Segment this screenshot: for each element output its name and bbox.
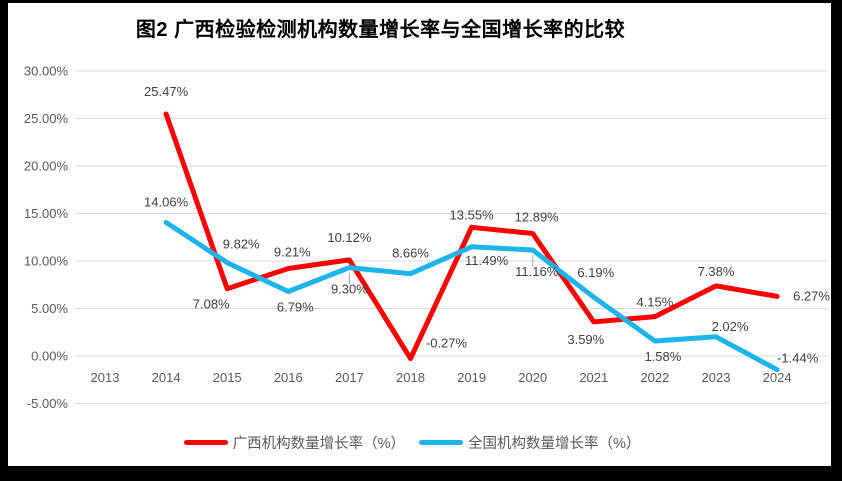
x-tick-label: 2013 (91, 370, 120, 385)
y-tick-label: 10.00% (24, 254, 69, 269)
data-label: 25.47% (144, 84, 189, 99)
series-1: 14.06% 9.82% 6.79% 9.30% 8.66% 11.49% 11.16% 6.… (144, 194, 819, 373)
x-tick-label: 2024 (763, 370, 792, 385)
data-label: 6.79% (277, 299, 314, 314)
series-line-0 (163, 111, 780, 362)
data-label: 12.89% (515, 210, 560, 225)
data-label: 4.15% (636, 295, 673, 310)
data-label: 6.19% (577, 265, 614, 280)
x-tick-label: 2016 (274, 370, 303, 385)
x-tick-label: 2020 (518, 370, 547, 385)
x-tick-label: 2023 (702, 370, 731, 385)
data-label: 14.06% (144, 194, 189, 209)
data-label: -0.27% (426, 336, 468, 351)
y-tick-label: 5.00% (31, 301, 68, 316)
chart-title: 图2 广西检验检测机构数量增长率与全国增长率的比较 (135, 19, 626, 41)
gridlines (75, 70, 828, 404)
y-axis-tick-labels: 30.00% 25.00% 20.00% 15.00% 10.00% 5.00% 0.00%… (24, 64, 69, 412)
series-0: 25.47% 7.08% 9.21% 10.12% -0.27% 13.55% 12.89%… (144, 84, 830, 362)
data-label: 9.30% (331, 282, 368, 297)
data-label: 8.66% (392, 246, 429, 261)
line-chart: 30.00% 25.00% 20.00% 15.00% 10.00% 5.00% 0.00%… (24, 64, 830, 412)
data-label: 1.58% (644, 349, 681, 364)
legend-label-national: 全国机构数量增长率（%） (468, 436, 641, 452)
x-tick-label: 2015 (213, 370, 242, 385)
series-line-1 (163, 219, 780, 373)
data-label: 3.59% (567, 332, 604, 347)
y-tick-label: -5.00% (27, 396, 69, 411)
legend-item-national: 全国机构数量增长率（%） (419, 432, 640, 453)
x-axis-tick-labels: 2013 2014 2015 2016 2017 2018 2019 2020 2021 2022… (91, 370, 792, 385)
data-label: 9.82% (223, 237, 260, 252)
legend-label-guangxi: 广西机构数量增长率（%） (232, 436, 405, 452)
y-tick-label: 25.00% (24, 111, 69, 126)
data-label: 11.16% (515, 264, 559, 279)
x-tick-label: 2014 (152, 370, 181, 385)
guangxi-series-swatch-icon (183, 440, 228, 445)
national-series-swatch-icon (419, 440, 463, 445)
data-label: 2.02% (712, 319, 749, 334)
data-label: 9.21% (274, 245, 311, 260)
y-tick-label: 30.00% (24, 64, 69, 79)
data-label: 7.08% (193, 297, 230, 312)
x-tick-label: 2022 (640, 370, 669, 385)
y-tick-label: 0.00% (31, 349, 68, 364)
data-label: 6.27% (793, 288, 830, 303)
x-tick-label: 2017 (335, 370, 364, 385)
data-label: 11.49% (465, 253, 509, 268)
x-tick-label: 2019 (457, 370, 486, 385)
legend-item-guangxi: 广西机构数量增长率（%） (183, 432, 405, 453)
chart-card: 图2 广西检验检测机构数量增长率与全国增长率的比较 30.00% 25.00% 20… (8, 3, 831, 466)
data-label: 7.38% (698, 264, 735, 279)
data-label: 13.55% (450, 207, 495, 222)
x-tick-label: 2021 (579, 370, 608, 385)
x-tick-label: 2018 (396, 370, 425, 385)
data-label: -1.44% (777, 351, 819, 366)
y-tick-label: 20.00% (24, 159, 69, 174)
data-label: 10.12% (327, 230, 372, 245)
chart-legend: 广西机构数量增长率（%） 全国机构数量增长率（%） (8, 432, 816, 453)
y-tick-label: 15.00% (24, 206, 69, 221)
